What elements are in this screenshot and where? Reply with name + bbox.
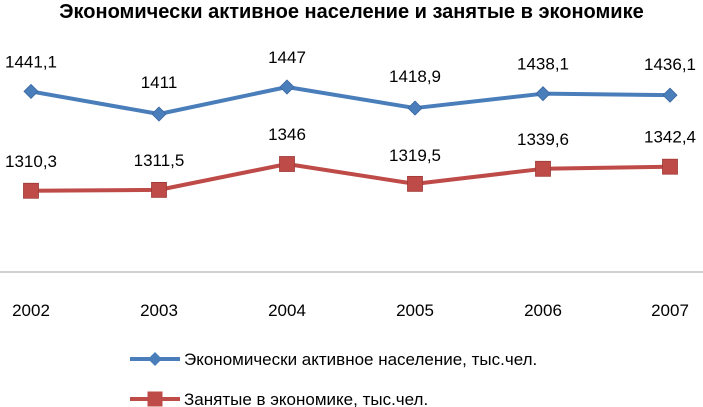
- legend-label: Экономически активное население, тыс.чел…: [184, 350, 537, 369]
- data-label: 1342,4: [644, 128, 696, 147]
- series-line: [30, 162, 671, 193]
- x-tick-label: 2006: [524, 301, 562, 320]
- x-tick-label: 2005: [396, 301, 434, 320]
- x-tick-label: 2007: [651, 301, 689, 320]
- data-label: 1441,1: [5, 52, 57, 71]
- legend-marker: [148, 352, 162, 366]
- x-tick-label: 2004: [268, 301, 306, 320]
- data-point: [279, 156, 295, 172]
- data-label: 1418,9: [389, 67, 441, 86]
- data-label: 1411: [141, 73, 178, 92]
- data-label: 1447: [268, 48, 306, 67]
- data-label: 1346: [268, 125, 306, 144]
- data-point: [151, 181, 167, 198]
- data-point: [407, 100, 423, 116]
- chart-title: Экономически активное население и заняты…: [59, 1, 644, 23]
- data-point: [23, 182, 39, 199]
- data-label: 1310,3: [5, 152, 57, 171]
- data-point: [535, 160, 551, 177]
- data-point: [151, 106, 167, 122]
- data-point: [535, 86, 551, 102]
- x-tick-label: 2002: [12, 301, 50, 320]
- data-point: [279, 79, 295, 95]
- legend-marker: [147, 391, 163, 407]
- data-label: 1339,6: [517, 130, 569, 149]
- data-label: 1319,5: [389, 146, 441, 165]
- data-label: 1436,1: [644, 55, 696, 74]
- series-line: [30, 85, 671, 116]
- data-point: [662, 158, 678, 175]
- data-label: 1311,5: [134, 151, 185, 170]
- legend-label: Занятые в экономике, тыс.чел.: [184, 390, 428, 407]
- data-point: [662, 87, 678, 103]
- x-tick-label: 2003: [140, 301, 178, 320]
- data-point: [407, 175, 423, 192]
- data-label: 1438,1: [517, 55, 569, 74]
- data-point: [23, 83, 39, 99]
